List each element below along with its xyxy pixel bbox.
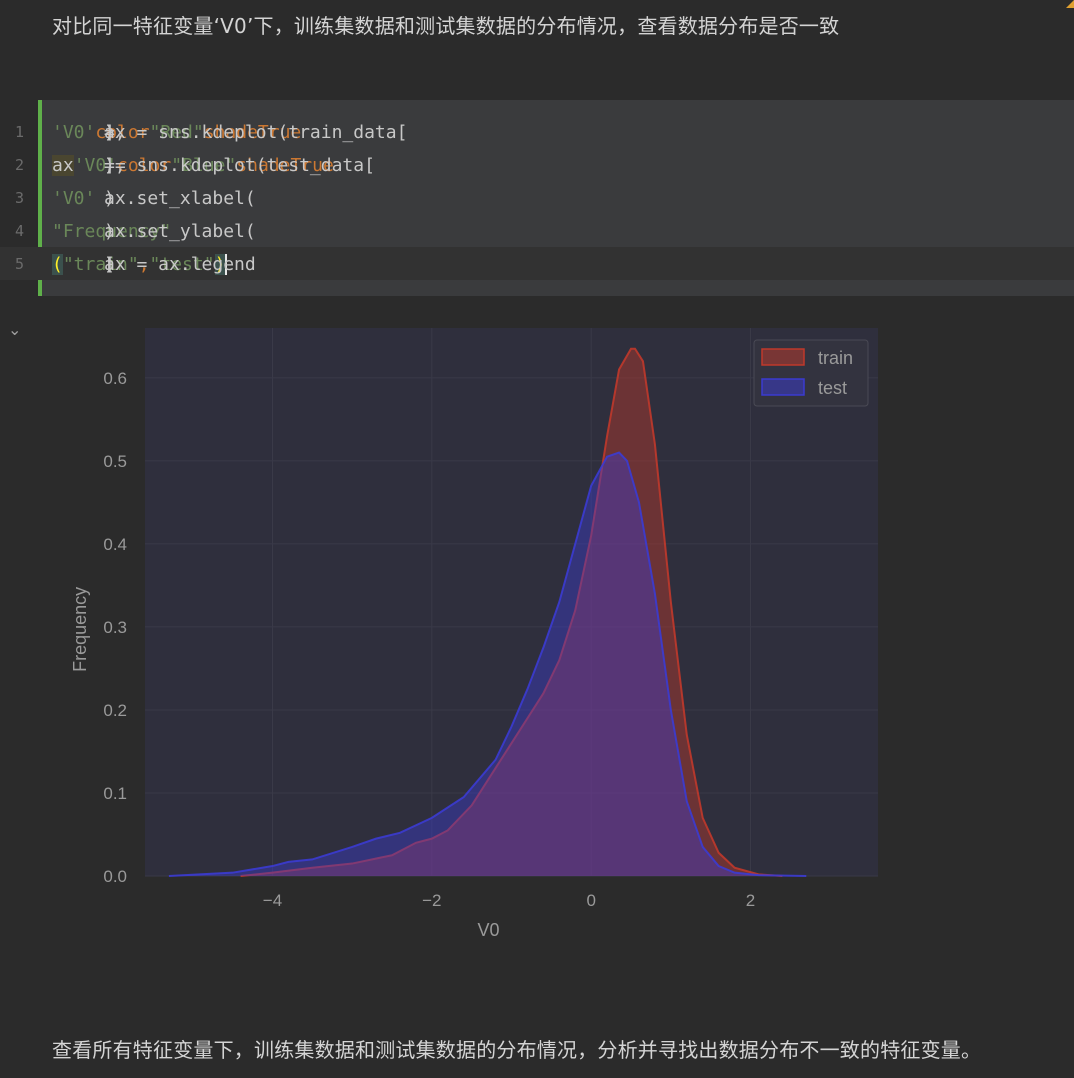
code-token: color [95,122,150,143]
y-tick-label: 0.6 [103,369,127,388]
code-token: , [104,155,126,176]
code-token: shade [236,155,291,176]
y-tick-label: 0.3 [103,618,127,637]
code-token: True [257,122,302,143]
code-line[interactable]: 1 ax = sns.kdeplot(train_data[ 'V0'], colo… [0,116,1074,149]
code-text: ax.set_xlabel( 'V0') [52,182,256,215]
legend-swatch-test [761,378,805,396]
legend-swatch-train [761,348,805,366]
code-token: ) [104,122,115,143]
code-text: ax = ax.legend ( ["train","test"]) [52,248,256,281]
code-token: ax.set_xlabel( [104,188,256,209]
code-token: shade [203,122,258,143]
code-token: 'V0' [73,155,118,176]
line-number: 4 [14,222,24,240]
code-token: = sns.kdeplot(test_data[ [104,155,375,176]
x-tick-label: −4 [263,891,282,910]
markdown-cell-bottom: 查看所有特征变量下，训练集数据和测试集数据的分布情况，分析并寻找出数据分布不一致… [52,1038,982,1062]
x-tick-label: 2 [746,891,755,910]
code-token: ax = ax.legend [104,254,256,275]
code-text: ax = sns.kdeplot(train_data[ 'V0'], color… [52,116,407,149]
code-token: 'V0' [52,122,96,143]
code-text: ax = sns.kdeplot(test_data['V0'], color =… [52,149,375,182]
code-token: ( [52,254,63,275]
x-tick-label: 0 [586,891,595,910]
code-token: ], [104,122,137,143]
code-token: 'V0' [52,188,96,209]
code-token: "Blue" [171,155,237,176]
chevron-down-icon[interactable]: ⌄ [8,320,22,339]
code-token: "train" [62,254,139,275]
series-fill-train [240,348,783,876]
code-cell[interactable]: 1 ax = sns.kdeplot(train_data[ 'V0'], colo… [0,100,1074,296]
code-token: ax.set_ylabel( [104,221,256,242]
line-number: 5 [14,255,24,273]
series-fill-test [168,452,807,876]
y-tick-label: 0.0 [103,867,127,886]
code-token: = [104,122,115,143]
legend-label-train: train [818,348,853,368]
cell-status-bar [38,100,42,296]
code-line[interactable]: 3 ax.set_xlabel( 'V0') [0,182,1074,215]
code-token: ) [214,254,228,275]
kde-chart: 0.0 0.1 0.2 0.3 0.4 0.5 0.6 −4 −2 0 2 V0 Frequency tr… [70,328,878,940]
code-line[interactable]: 5 ax = ax.legend ( ["train","test"]) [0,248,1074,281]
legend-label-test: test [818,378,847,398]
y-tick-label: 0.2 [103,701,127,720]
code-text: ax.set_ylabel("Frequency") [52,215,256,248]
code-token: , [104,122,126,143]
code-line[interactable]: 4 ax.set_ylabel("Frequency") [0,215,1074,248]
code-token: ) [104,155,115,176]
x-axis-label: V0 [477,920,499,940]
line-number: 2 [14,156,24,174]
code-token: ) [104,188,115,209]
code-line[interactable]: 2 ax = sns.kdeplot(test_data['V0'], color… [0,149,1074,182]
code-token: , [138,254,150,275]
code-token: "Red" [149,122,204,143]
code-token: ) [104,221,115,242]
code-token: ax [52,155,74,176]
markdown-cell-top: 对比同一特征变量‘V0’下，训练集数据和测试集数据的分布情况，查看数据分布是否一… [52,14,840,38]
line-number: 1 [14,123,24,141]
code-token: = [104,122,115,143]
line-number: 3 [14,189,24,207]
y-axis-label: Frequency [70,587,90,672]
code-token: color [117,155,172,176]
code-token: = [104,155,115,176]
y-tick-label: 0.5 [103,452,127,471]
x-tick-label: −2 [422,891,441,910]
plot-area [145,328,878,876]
code-token: True [290,155,334,176]
series-line-train [240,347,783,877]
code-token: ax = sns.kdeplot(train_data[ [104,122,408,143]
warning-corner-indicator [1066,0,1074,8]
code-token: ] [104,254,115,275]
code-token: "Frequency" [52,221,172,242]
current-line-highlight [0,247,1074,280]
code-token: "test" [149,254,215,275]
y-tick-label: 0.4 [103,535,127,554]
y-tick-label: 0.1 [103,784,127,803]
code-token: [ [104,254,115,275]
code-token: = [104,155,115,176]
code-token: ], [104,155,137,176]
series-line-test [168,451,807,877]
